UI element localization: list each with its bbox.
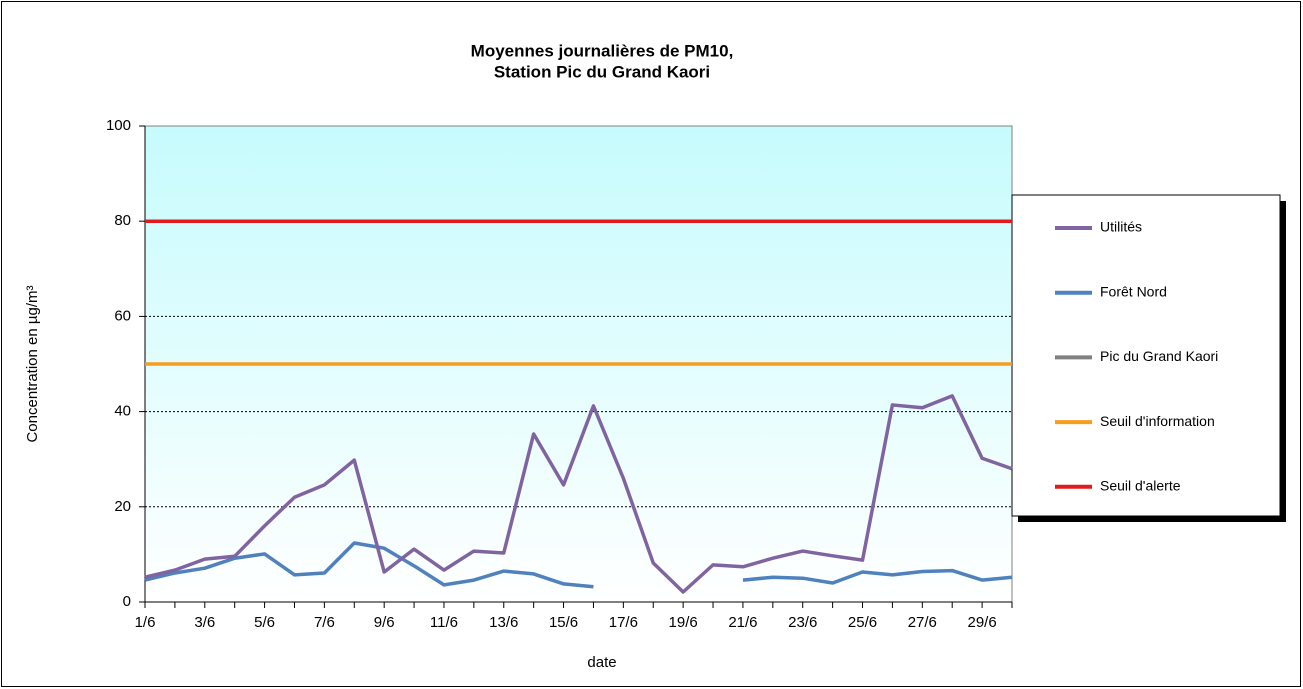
- x-tick-label: 29/6: [968, 614, 997, 631]
- x-tick-label: 1/6: [135, 614, 156, 631]
- y-tick-label: 20: [114, 498, 131, 515]
- x-tick-label: 23/6: [788, 614, 817, 631]
- x-axis-label: date: [587, 654, 616, 671]
- y-tick-label: 40: [114, 403, 131, 420]
- x-tick-label: 17/6: [609, 614, 638, 631]
- x-tick-label: 9/6: [374, 614, 395, 631]
- x-tick-label: 3/6: [194, 614, 215, 631]
- x-tick-label: 7/6: [314, 614, 335, 631]
- x-tick-label: 21/6: [728, 614, 757, 631]
- legend-label: Seuil d'information: [1100, 413, 1215, 429]
- chart-subtitle: Station Pic du Grand Kaori: [494, 62, 710, 81]
- chart-title: Moyennes journalières de PM10,: [471, 41, 734, 60]
- legend-label: Utilités: [1100, 219, 1142, 235]
- y-tick-label: 0: [123, 593, 131, 610]
- y-axis-label: Concentration en µg/m³: [24, 285, 41, 442]
- x-tick-label: 25/6: [848, 614, 877, 631]
- y-tick-label: 60: [114, 307, 131, 324]
- legend-label: Pic du Grand Kaori: [1100, 348, 1218, 364]
- x-tick-label: 19/6: [669, 614, 698, 631]
- x-tick-label: 15/6: [549, 614, 578, 631]
- x-tick-label: 13/6: [489, 614, 518, 631]
- x-tick-label: 5/6: [254, 614, 275, 631]
- legend-label: Forêt Nord: [1100, 283, 1167, 299]
- series-line: [144, 541, 1013, 589]
- series-line: [144, 394, 1013, 594]
- y-tick-label: 100: [106, 117, 131, 134]
- legend-label: Seuil d'alerte: [1100, 478, 1181, 494]
- x-tick-label: 27/6: [908, 614, 937, 631]
- x-tick-label: 11/6: [430, 614, 458, 631]
- y-tick-label: 80: [114, 212, 131, 229]
